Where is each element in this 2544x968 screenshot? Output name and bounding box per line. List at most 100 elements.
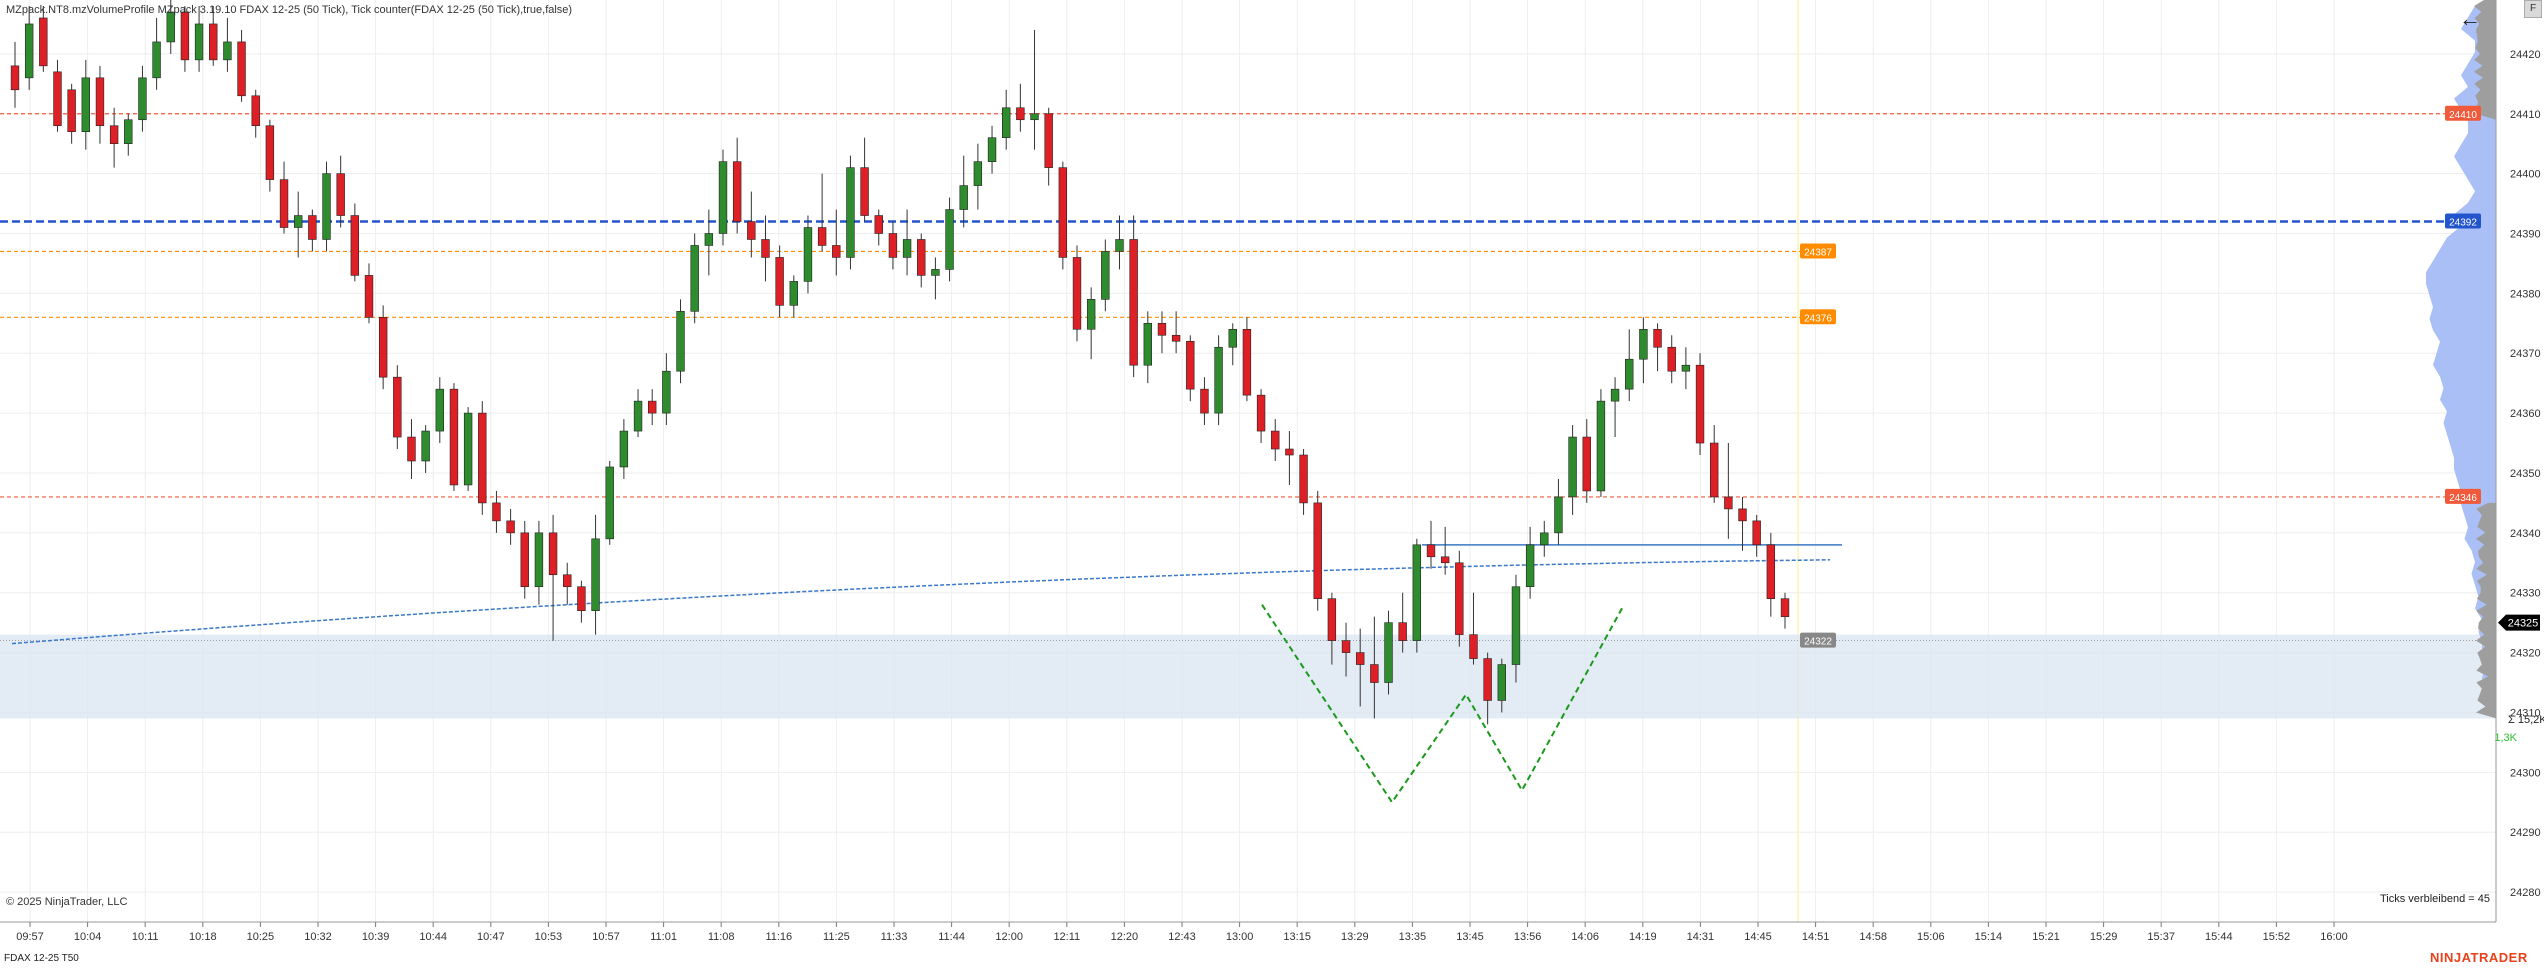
candle-body	[322, 173, 331, 240]
arrow-left-icon[interactable]: ←	[2459, 6, 2481, 31]
y-tick-label: 24340	[2510, 528, 2541, 540]
x-tick-label: 11:44	[938, 931, 965, 943]
x-tick-label: 13:45	[1456, 931, 1484, 943]
level-label-box	[1800, 309, 1836, 325]
candle-body	[605, 466, 614, 540]
candle-body	[959, 185, 968, 210]
x-tick-label: 10:44	[419, 931, 447, 943]
candle-body	[1044, 113, 1053, 168]
candle-body	[902, 239, 912, 258]
candle-body	[888, 233, 898, 258]
candle-body	[1554, 496, 1563, 534]
candle-body	[1497, 664, 1506, 701]
x-tick-label: 16:00	[2320, 931, 2348, 943]
x-tick-label: 15:29	[2090, 931, 2118, 943]
candle-body	[1469, 634, 1478, 659]
candle-body	[166, 11, 175, 43]
vwap-line	[11, 559, 1831, 645]
candle-body	[1271, 430, 1280, 450]
y-tick-label: 24360	[2510, 408, 2541, 420]
chart-menu-button[interactable]: F	[2524, 0, 2542, 18]
x-tick-label: 11:01	[650, 931, 677, 943]
candle-body	[1625, 358, 1634, 390]
x-tick-label: 15:21	[2032, 931, 2060, 943]
candle-body	[563, 574, 572, 588]
candle-body	[251, 95, 260, 127]
candle-body	[803, 227, 813, 282]
candle-body	[180, 11, 190, 61]
candle-body	[1115, 239, 1124, 252]
x-tick-label: 12:20	[1111, 931, 1139, 943]
level-label: 24346	[2449, 493, 2477, 504]
x-tick-label: 11:08	[708, 931, 735, 943]
candle-body	[194, 23, 204, 61]
ninjatrader-logo: NINJATRADER	[2430, 950, 2528, 965]
candle-body	[1582, 436, 1591, 492]
candle-body	[931, 269, 940, 276]
candle-body	[1681, 364, 1691, 372]
candle-body	[1327, 598, 1337, 641]
y-tick-label: 24400	[2510, 169, 2541, 181]
candle-body	[846, 167, 855, 258]
candle-body	[209, 23, 218, 61]
x-tick-label: 10:57	[592, 931, 620, 943]
candle-body	[1002, 107, 1011, 139]
x-tick-label: 11:25	[823, 931, 850, 943]
candle-body	[1157, 322, 1167, 336]
x-tick-label: 15:44	[2205, 931, 2233, 943]
candle-body	[732, 161, 742, 222]
candle-body	[1724, 496, 1733, 510]
volume-sub: 1,3K	[2494, 732, 2517, 744]
candle-body	[704, 233, 714, 246]
x-tick-label: 12:00	[995, 931, 1023, 943]
candle-body	[10, 65, 20, 91]
x-tick-label: 14:51	[1802, 931, 1830, 943]
ticks-remaining-text: Ticks verbleibend = 45	[2380, 893, 2490, 905]
candle-body	[435, 388, 444, 432]
level-label-box	[2445, 213, 2481, 229]
candle-body	[520, 532, 529, 588]
x-tick-label: 12:43	[1168, 931, 1196, 943]
candle-body	[775, 257, 784, 306]
candle-body	[463, 412, 473, 486]
candle-body	[152, 41, 161, 79]
current-price-marker	[2498, 614, 2540, 631]
candle-body	[1596, 400, 1606, 492]
candle-body	[747, 221, 756, 240]
candle-body	[1356, 652, 1365, 665]
candle-body	[1072, 257, 1082, 330]
x-tick-label: 11:16	[765, 931, 792, 943]
candle-body	[1086, 299, 1096, 330]
candle-body	[1483, 658, 1492, 701]
candle-body	[1610, 388, 1620, 402]
candle-body	[1568, 436, 1577, 498]
x-tick-label: 15:52	[2263, 931, 2291, 943]
candle-body	[874, 215, 883, 234]
candle-body	[53, 71, 62, 127]
x-tick-label: 09:57	[16, 931, 44, 943]
candle-body	[1384, 622, 1393, 683]
candle-body	[67, 89, 76, 133]
x-tick-label: 14:06	[1571, 931, 1599, 943]
candle-body	[1780, 598, 1790, 617]
candle-body	[279, 179, 289, 228]
candle-body	[619, 430, 629, 468]
level-label-box	[2445, 105, 2481, 121]
candle-body	[492, 502, 501, 522]
candle-body	[378, 317, 388, 378]
candle-body	[1525, 544, 1535, 588]
candle-body	[478, 412, 487, 504]
candle-body	[294, 215, 303, 228]
candle-body	[407, 436, 416, 462]
y-tick-label: 24310	[2510, 707, 2541, 719]
candle-body	[1766, 544, 1776, 600]
candle-body	[1695, 364, 1705, 444]
x-tick-label: 11:33	[881, 931, 908, 943]
candle-body	[393, 376, 402, 438]
volume-total: Σ 15,2K	[2508, 714, 2544, 726]
instrument-label: FDAX 12-25 T50	[4, 953, 79, 964]
x-tick-label: 13:15	[1283, 931, 1311, 943]
candle-body	[308, 215, 317, 240]
